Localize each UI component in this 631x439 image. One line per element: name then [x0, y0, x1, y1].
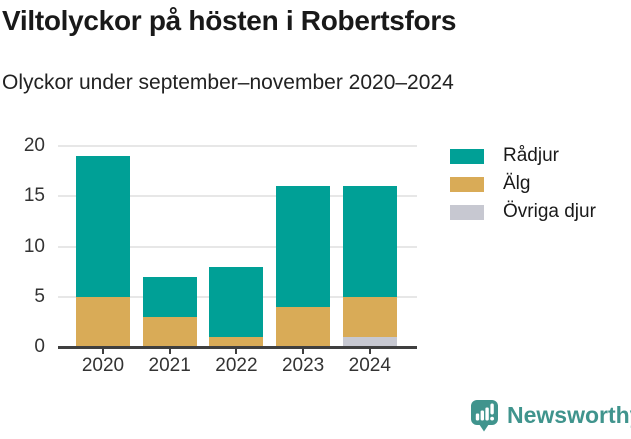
- bar-segment-2023-älg: [276, 306, 331, 347]
- chart-legend: Rådjur Älg Övriga djur: [450, 144, 596, 228]
- bar-segment-2022-älg: [209, 336, 264, 347]
- x-tick-mark-2024: [368, 349, 371, 354]
- x-tick-mark-2022: [235, 349, 238, 354]
- bar-segment-2024-älg: [342, 296, 397, 337]
- x-tick-mark-2020: [102, 349, 104, 354]
- legend-swatch-icon: [450, 204, 484, 220]
- x-tick-label-2020: 2020: [81, 355, 125, 376]
- bar-segment-2020-älg: [76, 296, 130, 347]
- chart-subtitle: Olyckor under september–november 2020–20…: [2, 71, 454, 94]
- legend-swatch-icon: [450, 148, 484, 164]
- bar-segment-2022-rådjur: [209, 266, 264, 337]
- legend-item-älg: Älg: [450, 172, 596, 196]
- y-tick-label-20: 20: [23, 135, 45, 156]
- newsworthy-brand-link[interactable]: Newsworthy: [470, 399, 631, 432]
- x-tick-label-2021: 2021: [148, 355, 191, 376]
- bar-segment-2021-rådjur: [142, 276, 197, 317]
- page-title: Viltolyckor på hösten i Robertsfors: [2, 5, 457, 36]
- gridline-y20: [58, 145, 417, 147]
- bar-segment-2024-rådjur: [342, 186, 397, 297]
- x-tick-mark-2023: [302, 349, 305, 354]
- bar-segment-2024-övriga-djur: [342, 336, 397, 347]
- newsworthy-brand-text: Newsworthy: [507, 402, 631, 428]
- bar-segment-2023-rådjur: [276, 186, 331, 307]
- newsworthy-logo-icon: [470, 399, 500, 432]
- legend-swatch-icon: [450, 176, 484, 192]
- x-tick-label-2022: 2022: [215, 355, 258, 376]
- x-tick-mark-2021: [168, 349, 171, 354]
- legend-label: Övriga djur: [503, 201, 596, 222]
- bar-segment-2021-älg: [142, 316, 197, 347]
- x-tick-label-2023: 2023: [281, 355, 325, 376]
- plot-area: 0 5 10 15 20 2020 2021 2022 2023 2024: [24, 135, 417, 376]
- y-tick-label-0: 0: [34, 336, 45, 357]
- gridline-y10: [58, 245, 417, 248]
- legend-label: Älg: [503, 173, 531, 194]
- bar-segment-2020-rådjur: [76, 156, 130, 297]
- legend-item-övriga-djur: Övriga djur: [450, 200, 596, 224]
- legend-label: Rådjur: [503, 145, 559, 166]
- gridline-y15: [58, 195, 417, 198]
- x-tick-label-2024: 2024: [348, 355, 391, 376]
- y-tick-label-10: 10: [23, 235, 45, 257]
- y-tick-label-15: 15: [23, 185, 45, 207]
- y-tick-label-5: 5: [34, 285, 45, 307]
- x-axis-line: [58, 346, 417, 349]
- legend-item-rådjur: Rådjur: [450, 144, 596, 168]
